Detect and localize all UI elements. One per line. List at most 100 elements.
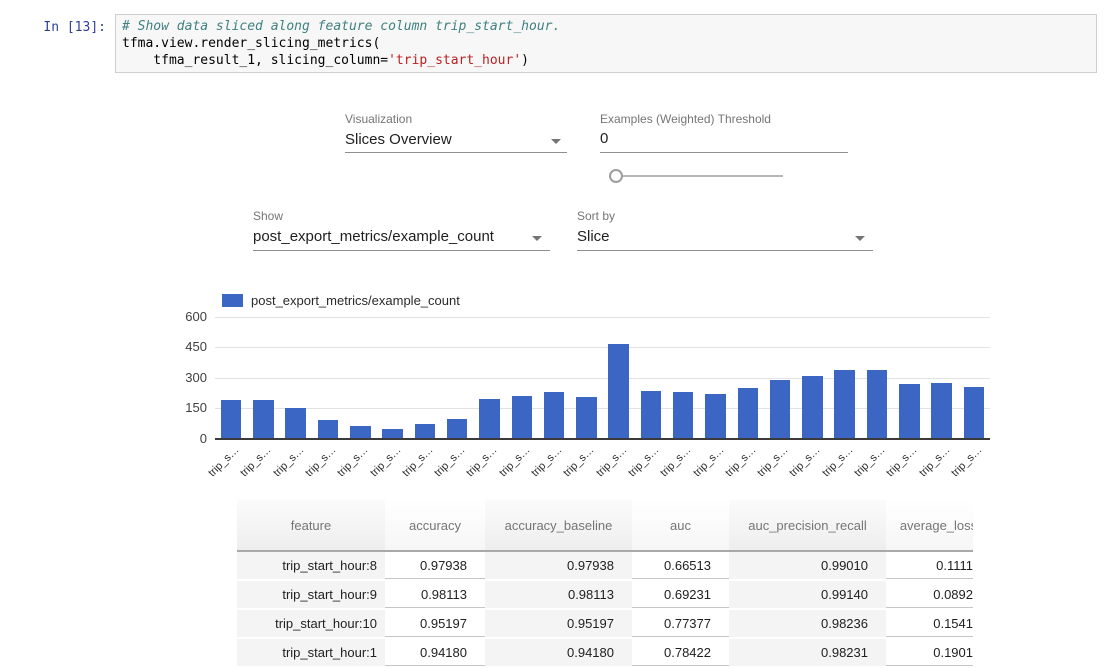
visualization-dropdown[interactable]: Slices Overview [345, 131, 452, 148]
code-cell-input[interactable]: # Show data sliced along feature column … [115, 14, 1097, 73]
table-cell: 0.1541 [886, 610, 973, 639]
table-cell: 0.66513 [632, 552, 729, 581]
bar[interactable] [543, 392, 565, 439]
threshold-slider-track[interactable] [616, 175, 783, 177]
gridline [215, 347, 990, 348]
bar[interactable] [608, 343, 629, 439]
table-header-feature[interactable]: feature [237, 500, 385, 552]
threshold-slider-knob[interactable] [609, 169, 623, 183]
show-label: Show [253, 209, 284, 223]
bar[interactable] [931, 382, 952, 439]
table-cell: 0.99140 [729, 581, 886, 610]
table-header-auc[interactable]: auc [632, 500, 729, 552]
bar[interactable] [511, 396, 533, 439]
chevron-down-icon[interactable] [551, 139, 561, 144]
code-string-literal: 'trip_start_hour' [388, 53, 522, 68]
table-cell: 0.97938 [485, 552, 632, 581]
gridline [215, 377, 990, 379]
table-cell: 0.1111 [886, 552, 973, 581]
bar[interactable] [350, 425, 371, 439]
legend-label: post_export_metrics/example_count [251, 293, 460, 308]
threshold-label: Examples (Weighted) Threshold [600, 112, 771, 126]
table-cell: 0.1901 [886, 639, 973, 668]
table-cell: 0.0892 [886, 581, 973, 610]
sort-by-label: Sort by [577, 209, 616, 223]
metrics-table: feature accuracy accuracy_baseline auc auc_p… [237, 500, 973, 668]
table-header-accuracy_baseline[interactable]: accuracy_baseline [485, 500, 632, 552]
bar[interactable] [446, 419, 468, 439]
visualization-underline [345, 152, 567, 153]
table-row: trip_start_hour:9 0.98113 0.98113 0.69231 0.… [237, 581, 973, 610]
table-cell: 0.98113 [385, 581, 485, 610]
code-comment: # Show data sliced along feature column … [122, 19, 561, 34]
table-cell: 0.77377 [632, 610, 729, 639]
cell-prompt: In [13]: [43, 20, 106, 35]
code-line3-end: ) [521, 53, 529, 68]
bar[interactable] [253, 399, 274, 439]
table-cell: 0.69231 [632, 581, 729, 610]
show-dropdown[interactable]: post_export_metrics/example_count [253, 228, 494, 245]
table-header-accuracy[interactable]: accuracy [385, 500, 485, 552]
y-axis-tick-label: 0 [199, 430, 207, 446]
table-cell-feature: trip_start_hour:8 [237, 552, 385, 581]
x-axis-label: trip_s… [206, 444, 242, 480]
table-cell: 0.97938 [385, 552, 485, 581]
table-cell: 0.98113 [485, 581, 632, 610]
visualization-label: Visualization [345, 112, 413, 126]
table-cell: 0.95197 [485, 610, 632, 639]
legend-swatch [222, 294, 243, 307]
table-header-row: feature accuracy accuracy_baseline auc auc_p… [237, 500, 973, 552]
chevron-down-icon[interactable] [532, 236, 542, 241]
bar[interactable] [285, 408, 306, 439]
table-cell-feature: trip_start_hour:10 [237, 610, 385, 639]
bar[interactable] [705, 393, 726, 439]
bar[interactable] [899, 383, 920, 439]
chevron-down-icon[interactable] [855, 236, 865, 241]
y-axis-tick-label: 450 [185, 339, 207, 354]
bar[interactable] [317, 420, 339, 439]
table-cell-feature: trip_start_hour:9 [237, 581, 385, 610]
table-row: trip_start_hour:8 0.97938 0.97938 0.66513 0.… [237, 552, 973, 581]
table-cell: 0.98236 [729, 610, 886, 639]
bar[interactable] [479, 399, 500, 439]
bar[interactable] [220, 399, 242, 439]
bar[interactable] [737, 388, 759, 439]
show-underline [253, 250, 550, 251]
table-cell: 0.94180 [385, 639, 485, 668]
bar[interactable] [576, 396, 597, 439]
table-cell-feature: trip_start_hour:1 [237, 639, 385, 668]
bar[interactable] [672, 392, 694, 439]
table-cell: 0.78422 [632, 639, 729, 668]
threshold-underline [600, 152, 848, 153]
bar[interactable] [963, 387, 985, 439]
bar[interactable] [769, 380, 791, 439]
code-line3: tfma_result_1, slicing_column= [122, 53, 389, 68]
bar[interactable] [382, 428, 403, 439]
table-cell: 0.99010 [729, 552, 886, 581]
bar[interactable] [640, 390, 662, 439]
sort-by-dropdown[interactable]: Slice [577, 228, 610, 245]
code-text: # Show data sliced along feature column … [122, 18, 1090, 69]
code-line2: tfma.view.render_slicing_metrics( [122, 36, 381, 51]
bar[interactable] [834, 370, 855, 439]
y-axis-tick-label: 150 [185, 400, 207, 415]
table-header-auc_precision_recall[interactable]: auc_precision_recall [729, 500, 886, 552]
table-cell: 0.94180 [485, 639, 632, 668]
y-axis-tick-label: 600 [185, 308, 207, 324]
x-axis-line [215, 437, 990, 440]
bar[interactable] [414, 423, 436, 439]
table-row: trip_start_hour:10 0.95197 0.95197 0.77377 0… [237, 610, 973, 639]
gridline [215, 408, 990, 409]
table-cell: 0.98231 [729, 639, 886, 668]
sort-by-underline [577, 250, 873, 251]
threshold-input[interactable]: 0 [600, 130, 609, 147]
y-axis-tick-label: 300 [185, 369, 207, 385]
gridline [215, 316, 990, 318]
metrics-table-container[interactable]: feature accuracy accuracy_baseline auc auc_p… [237, 500, 973, 668]
table-row: trip_start_hour:1 0.94180 0.94180 0.78422 0.… [237, 639, 973, 668]
bar[interactable] [866, 370, 888, 439]
bar[interactable] [802, 376, 823, 439]
table-cell: 0.95197 [385, 610, 485, 639]
table-header-average_loss[interactable]: average_loss [886, 500, 973, 552]
